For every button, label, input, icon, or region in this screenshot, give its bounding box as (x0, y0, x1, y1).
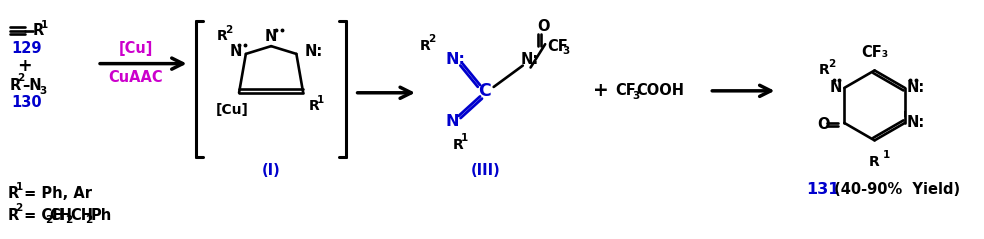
Text: +: + (592, 81, 608, 100)
Text: CH: CH (70, 208, 92, 223)
Text: (40-90%  Yield): (40-90% Yield) (829, 182, 960, 197)
Text: 129: 129 (12, 41, 42, 56)
Text: N:: N: (907, 115, 925, 130)
Text: N: N (445, 114, 459, 130)
Text: R: R (216, 29, 227, 43)
Text: 1: 1 (40, 20, 48, 30)
Text: O: O (817, 117, 830, 132)
Text: 1: 1 (16, 182, 23, 192)
Text: 1: 1 (317, 95, 324, 105)
Text: R: R (10, 77, 21, 92)
Text: 2: 2 (429, 34, 436, 44)
Text: –N: –N (23, 77, 42, 92)
Text: 1: 1 (461, 133, 467, 143)
Text: 2: 2 (225, 25, 232, 35)
Text: R: R (420, 39, 431, 53)
Text: CuAAC: CuAAC (109, 70, 163, 85)
Text: 1: 1 (883, 150, 890, 160)
Text: = CH: = CH (20, 208, 65, 223)
Text: 2: 2 (44, 215, 52, 225)
Text: O: O (537, 19, 550, 34)
Text: N:: N: (445, 52, 464, 67)
Text: 2: 2 (86, 215, 92, 225)
Text: = Ph, Ar: = Ph, Ar (20, 186, 92, 201)
Text: N:: N: (521, 52, 539, 67)
Text: [Cu]: [Cu] (215, 103, 249, 117)
Text: R: R (8, 186, 19, 201)
Text: R: R (869, 155, 880, 169)
Text: CH: CH (49, 208, 73, 223)
Text: R: R (33, 23, 44, 38)
Text: 2: 2 (16, 203, 23, 213)
Text: CF: CF (615, 83, 636, 98)
Text: R: R (453, 138, 463, 152)
Text: COOH: COOH (637, 83, 685, 98)
Text: 131: 131 (807, 182, 840, 197)
Text: N:: N: (304, 44, 323, 60)
Text: R: R (309, 99, 320, 113)
Text: (III): (III) (471, 163, 501, 178)
Text: CF₃: CF₃ (861, 45, 889, 60)
Text: 2: 2 (18, 73, 25, 83)
Text: R: R (819, 63, 830, 77)
Text: (I): (I) (262, 163, 280, 178)
Text: 3: 3 (563, 46, 570, 56)
Text: [Cu]: [Cu] (119, 41, 154, 56)
Text: Ph: Ph (91, 208, 111, 223)
Text: C: C (478, 82, 491, 100)
Text: +: + (18, 57, 32, 75)
Text: 2: 2 (65, 215, 73, 225)
Text: N: N (830, 80, 842, 95)
Text: CF: CF (547, 39, 568, 54)
Text: 2: 2 (828, 59, 835, 69)
Text: R: R (8, 208, 19, 223)
Text: 3: 3 (633, 91, 640, 101)
Text: 130: 130 (12, 95, 42, 110)
Text: N: N (265, 29, 277, 44)
Text: N: N (230, 44, 242, 60)
Text: N:: N: (907, 80, 925, 95)
Text: 3: 3 (39, 86, 46, 96)
